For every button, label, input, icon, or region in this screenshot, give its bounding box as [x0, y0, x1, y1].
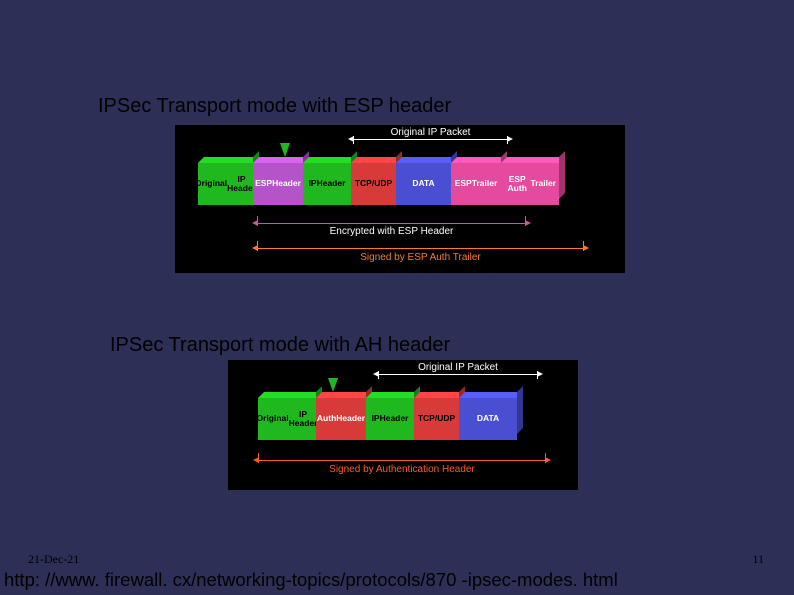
packet-box: OriginalIP Header: [198, 163, 253, 205]
packet-box: DATA: [396, 163, 451, 205]
packet-box: ESP AuthTrailer: [501, 163, 559, 205]
ah-signed-arrow: [258, 460, 546, 461]
ah-insert-arrow-icon: [328, 378, 338, 392]
esp-enc-arrow: [257, 223, 526, 224]
title-esp: IPSec Transport mode with ESP header: [98, 95, 451, 118]
esp-top-arrow: [353, 139, 508, 140]
slide: IPSec Transport mode with ESP header Ori…: [0, 0, 794, 595]
diagram-esp: Original IP Packet OriginalIP HeaderESPH…: [175, 125, 625, 273]
title-ah: IPSec Transport mode with AH header: [110, 334, 450, 357]
packet-box: ESPTrailer: [451, 163, 501, 205]
packet-box: IPHeader: [303, 163, 351, 205]
esp-insert-arrow-icon: [280, 143, 290, 157]
packet-box: TCP/UDP: [414, 398, 459, 440]
packet-box: AuthHeader: [316, 398, 366, 440]
esp-signed-label: Signed by ESP Auth Trailer: [257, 252, 584, 263]
ah-box-row: OriginalIP HeaderAuthHeaderIPHeaderTCP/U…: [258, 398, 517, 440]
packet-box: DATA: [459, 398, 517, 440]
ah-signed-label: Signed by Authentication Header: [258, 464, 546, 475]
packet-box: ESPHeader: [253, 163, 303, 205]
footer-url: http: //www. firewall. cx/networking-top…: [4, 569, 618, 591]
packet-box: TCP/UDP: [351, 163, 396, 205]
footer-page-number: 11: [752, 552, 764, 567]
diagram-ah: Original IP Packet OriginalIP HeaderAuth…: [228, 360, 578, 490]
esp-top-label: Original IP Packet: [353, 127, 508, 138]
esp-enc-label: Encrypted with ESP Header: [257, 226, 526, 237]
esp-signed-arrow: [257, 248, 584, 249]
esp-box-row: OriginalIP HeaderESPHeaderIPHeaderTCP/UD…: [198, 163, 559, 205]
ah-top-arrow: [378, 374, 538, 375]
footer-date: 21-Dec-21: [28, 552, 79, 567]
ah-top-label: Original IP Packet: [378, 362, 538, 373]
packet-box: IPHeader: [366, 398, 414, 440]
packet-box: OriginalIP Header: [258, 398, 316, 440]
